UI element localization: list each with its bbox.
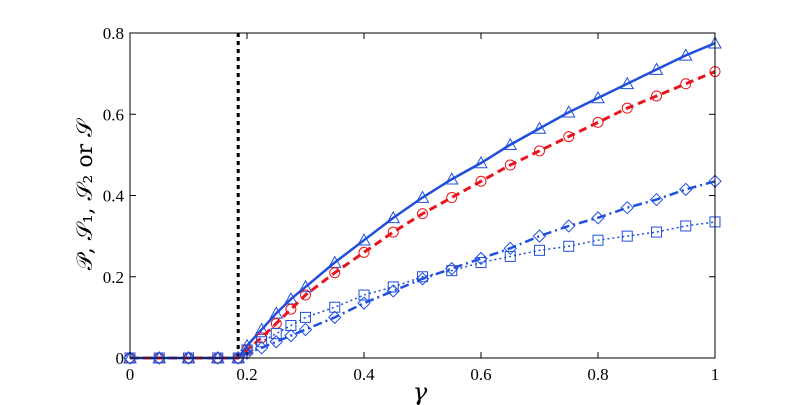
data-point-diamond xyxy=(386,284,400,298)
data-point-diamond xyxy=(123,351,137,365)
x-axis-label: γ xyxy=(413,378,428,405)
data-point-circle xyxy=(534,145,545,157)
series-line-square xyxy=(130,221,716,359)
data-point-square xyxy=(387,281,399,293)
data-point-triangle xyxy=(620,76,635,90)
data-point-diamond xyxy=(152,351,166,365)
data-point-triangle xyxy=(415,190,430,203)
data-point-triangle xyxy=(254,322,269,335)
data-point-diamond xyxy=(328,310,342,325)
data-point-square xyxy=(563,240,575,252)
data-point-circle xyxy=(475,175,487,187)
data-point-diamond xyxy=(445,261,459,276)
y-tick-label: 0.4 xyxy=(103,187,125,206)
data-point-square xyxy=(534,244,545,256)
data-point-diamond xyxy=(532,229,547,243)
data-point-triangle xyxy=(649,62,664,75)
x-tick-label: 0.2 xyxy=(236,365,257,384)
data-point-triangle xyxy=(474,155,488,169)
data-point-circle xyxy=(329,267,341,279)
data-point-diamond xyxy=(357,296,371,310)
data-point-diamond xyxy=(254,341,269,355)
data-point-square xyxy=(329,301,341,313)
x-tick-label: 0.8 xyxy=(587,365,608,384)
data-point-diamond xyxy=(415,272,430,286)
data-point-diamond xyxy=(679,182,693,197)
series-line-diamond xyxy=(130,180,716,360)
data-point-circle xyxy=(387,226,399,238)
x-tick-label: 0.4 xyxy=(353,365,375,384)
data-point-diamond xyxy=(503,241,517,256)
data-point-square xyxy=(300,311,311,323)
data-point-square xyxy=(256,336,268,348)
data-point-circle xyxy=(563,131,575,143)
plot-frame xyxy=(129,32,716,359)
data-point-circle xyxy=(680,78,692,90)
y-tick-label: 0 xyxy=(116,349,125,368)
series-line-circle xyxy=(130,70,716,360)
data-point-diamond xyxy=(591,211,605,225)
data-point-square xyxy=(475,257,487,269)
x-tick-label: 0 xyxy=(126,365,135,384)
x-tick-label: 0.6 xyxy=(470,365,491,384)
data-point-circle xyxy=(358,246,370,258)
data-point-diamond xyxy=(562,219,576,233)
data-point-triangle xyxy=(503,137,518,151)
data-point-triangle xyxy=(678,48,693,61)
data-point-square xyxy=(651,226,662,238)
data-point-circle xyxy=(592,116,604,128)
data-point-square xyxy=(270,328,282,340)
data-point-circle xyxy=(300,289,311,301)
axes-layer: 0 0.2 0.4 0.6 0.8 1 0 0.2 0.4 0.6 0.8 xyxy=(103,24,720,384)
data-point-square xyxy=(621,230,633,242)
data-point-diamond xyxy=(181,351,196,365)
data-point-triangle xyxy=(357,233,371,246)
data-point-square xyxy=(285,320,297,331)
data-point-triangle xyxy=(298,279,313,293)
data-point-diamond xyxy=(474,251,488,266)
series-line-triangle xyxy=(130,42,716,360)
data-point-diamond xyxy=(240,346,254,360)
data-point-triangle xyxy=(591,90,605,104)
data-point-square xyxy=(592,234,604,246)
y-tick-label: 0.2 xyxy=(103,268,124,287)
y-tick-label: 0.6 xyxy=(103,105,124,124)
data-point-circle xyxy=(651,90,662,102)
data-point-diamond xyxy=(620,200,634,215)
data-point-square xyxy=(504,250,516,262)
data-point-square xyxy=(446,265,458,277)
data-point-square xyxy=(417,271,428,283)
plot-layer xyxy=(123,33,722,365)
data-point-circle xyxy=(504,159,516,171)
data-point-diamond xyxy=(211,351,225,365)
data-point-triangle xyxy=(386,210,401,224)
data-point-triangle xyxy=(532,121,547,134)
data-point-diamond xyxy=(649,192,664,207)
data-point-circle xyxy=(285,303,297,315)
data-point-diamond xyxy=(284,328,298,343)
data-point-square xyxy=(358,289,370,301)
x-tick-label: 1 xyxy=(711,365,720,384)
data-point-triangle xyxy=(561,105,576,118)
data-point-circle xyxy=(621,102,633,114)
data-point-diamond xyxy=(231,351,245,365)
data-point-diamond xyxy=(298,322,313,337)
data-point-circle xyxy=(446,192,458,204)
data-point-diamond xyxy=(269,335,283,349)
data-point-triangle xyxy=(444,172,459,185)
data-point-square xyxy=(680,220,692,232)
y-axis-label: 𝒫, 𝒮₁, 𝒮₂ or 𝒮 xyxy=(73,118,98,270)
y-tick-label: 0.8 xyxy=(103,24,124,43)
data-point-circle xyxy=(417,208,428,220)
